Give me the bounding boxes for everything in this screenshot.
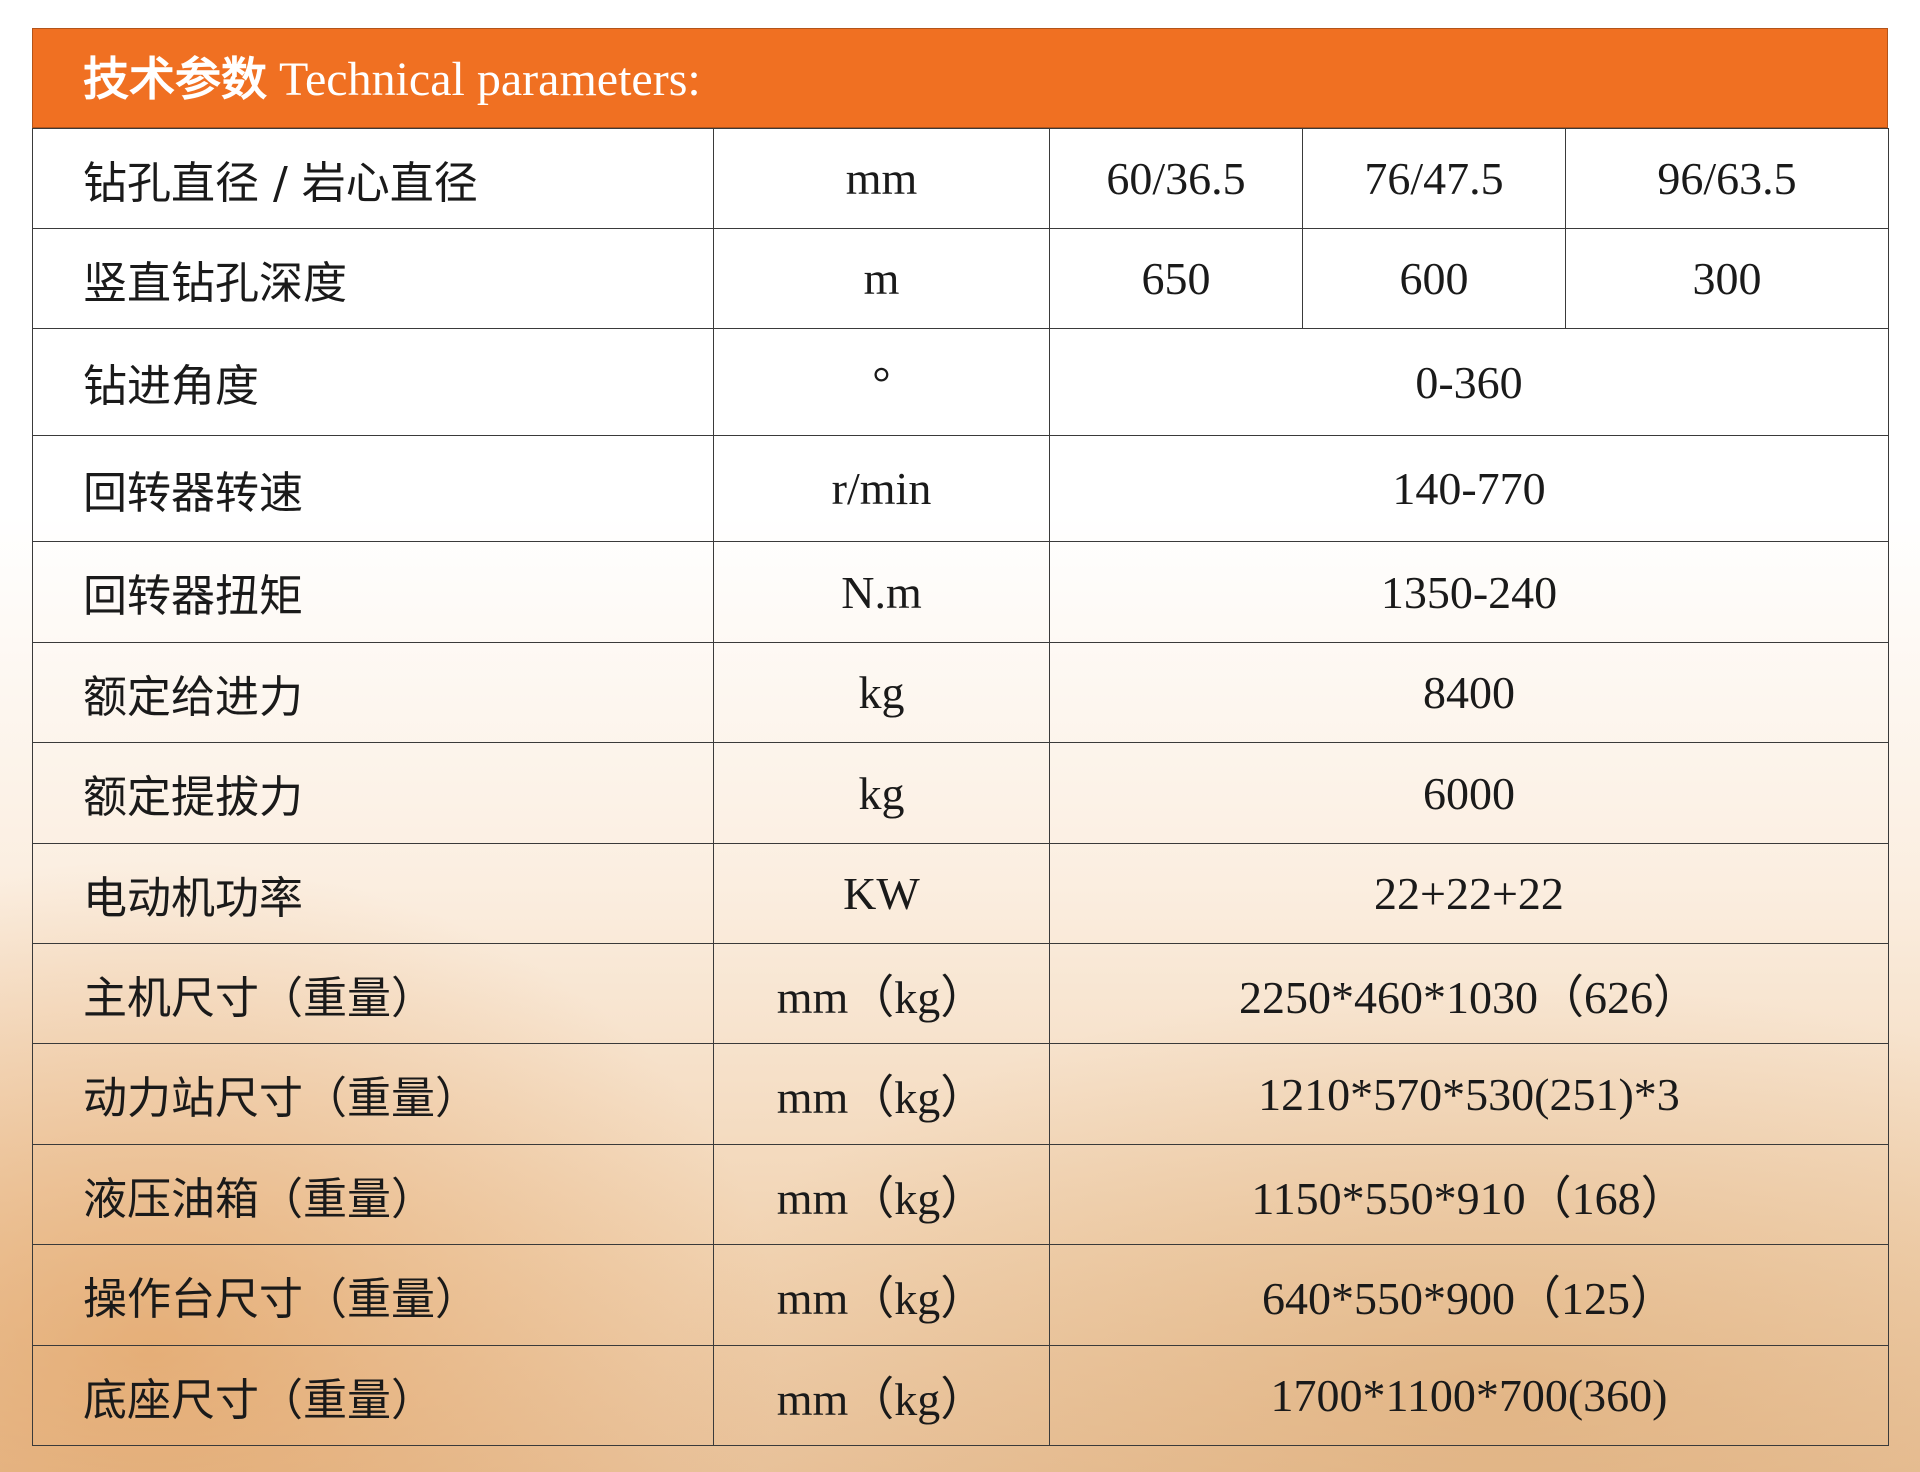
parameter-name: 主机尺寸（重量）: [32, 943, 714, 1044]
parameter-unit: °: [713, 328, 1050, 436]
parameter-name: 额定提拔力: [32, 742, 714, 844]
table-row: 额定给进力 kg 8400: [32, 642, 1889, 743]
parameter-value: 650: [1049, 228, 1303, 329]
parameter-value: 8400: [1049, 642, 1889, 743]
table-row: 操作台尺寸（重量） mm（kg） 640*550*900（125）: [32, 1244, 1889, 1346]
parameter-value: 2250*460*1030（626）: [1049, 943, 1889, 1044]
parameter-value: 600: [1302, 228, 1566, 329]
table-row: 主机尺寸（重量） mm（kg） 2250*460*1030（626）: [32, 943, 1889, 1044]
parameter-value: 60/36.5: [1049, 128, 1303, 229]
parameter-value: 1210*570*530(251)*3: [1049, 1043, 1889, 1145]
table-row: 钻进角度 ° 0-360: [32, 328, 1889, 436]
parameters-table: 钻孔直径 / 岩心直径 mm 60/36.5 76/47.5 96/63.5 竖直钻孔深度…: [32, 128, 1889, 1446]
parameter-name: 动力站尺寸（重量）: [32, 1043, 714, 1145]
parameter-name: 电动机功率: [32, 843, 714, 944]
table-row: 动力站尺寸（重量） mm（kg） 1210*570*530(251)*3: [32, 1043, 1889, 1145]
parameter-value: 6000: [1049, 742, 1889, 844]
parameter-name: 底座尺寸（重量）: [32, 1345, 714, 1446]
parameter-unit: mm（kg）: [713, 1043, 1050, 1145]
table-row: 钻孔直径 / 岩心直径 mm 60/36.5 76/47.5 96/63.5: [32, 128, 1889, 229]
table-row: 额定提拔力 kg 6000: [32, 742, 1889, 844]
parameter-unit: r/min: [713, 435, 1050, 542]
parameter-unit: kg: [713, 742, 1050, 844]
parameter-name: 额定给进力: [32, 642, 714, 743]
parameter-unit: mm（kg）: [713, 1144, 1050, 1245]
parameter-value: 22+22+22: [1049, 843, 1889, 944]
parameter-unit: KW: [713, 843, 1050, 944]
parameter-value: 1700*1100*700(360): [1049, 1345, 1889, 1446]
table-row: 竖直钻孔深度 m 650 600 300: [32, 228, 1889, 329]
parameter-value: 1350-240: [1049, 541, 1889, 643]
parameter-name: 回转器转速: [32, 435, 714, 542]
table-row: 回转器转速 r/min 140-770: [32, 435, 1889, 542]
parameter-name: 钻孔直径 / 岩心直径: [32, 128, 714, 229]
parameter-value: 1150*550*910（168）: [1049, 1144, 1889, 1245]
parameter-value: 0-360: [1049, 328, 1889, 436]
parameter-name: 操作台尺寸（重量）: [32, 1244, 714, 1346]
parameter-name: 液压油箱（重量）: [32, 1144, 714, 1245]
parameter-value: 300: [1565, 228, 1889, 329]
parameter-name: 回转器扭矩: [32, 541, 714, 643]
parameter-value: 640*550*900（125）: [1049, 1244, 1889, 1346]
table-row: 底座尺寸（重量） mm（kg） 1700*1100*700(360): [32, 1345, 1889, 1446]
parameter-value: 140-770: [1049, 435, 1889, 542]
technical-parameters-sheet: 技术参数 Technical parameters: 钻孔直径 / 岩心直径 mm…: [32, 28, 1889, 1446]
parameter-unit: kg: [713, 642, 1050, 743]
parameter-unit: mm（kg）: [713, 1345, 1050, 1446]
header-title-cn: 技术参数: [83, 52, 267, 106]
parameter-name: 钻进角度: [32, 328, 714, 436]
parameter-value: 76/47.5: [1302, 128, 1566, 229]
parameter-unit: N.m: [713, 541, 1050, 643]
table-row: 液压油箱（重量） mm（kg） 1150*550*910（168）: [32, 1144, 1889, 1245]
table-row: 电动机功率 KW 22+22+22: [32, 843, 1889, 944]
parameter-unit: m: [713, 228, 1050, 329]
parameter-unit: mm: [713, 128, 1050, 229]
section-header: 技术参数 Technical parameters:: [32, 28, 1888, 128]
parameter-value: 96/63.5: [1565, 128, 1889, 229]
parameter-unit: mm（kg）: [713, 943, 1050, 1044]
table-row: 回转器扭矩 N.m 1350-240: [32, 541, 1889, 643]
header-title-en: Technical parameters:: [279, 53, 701, 106]
parameter-unit: mm（kg）: [713, 1244, 1050, 1346]
parameter-name: 竖直钻孔深度: [32, 228, 714, 329]
